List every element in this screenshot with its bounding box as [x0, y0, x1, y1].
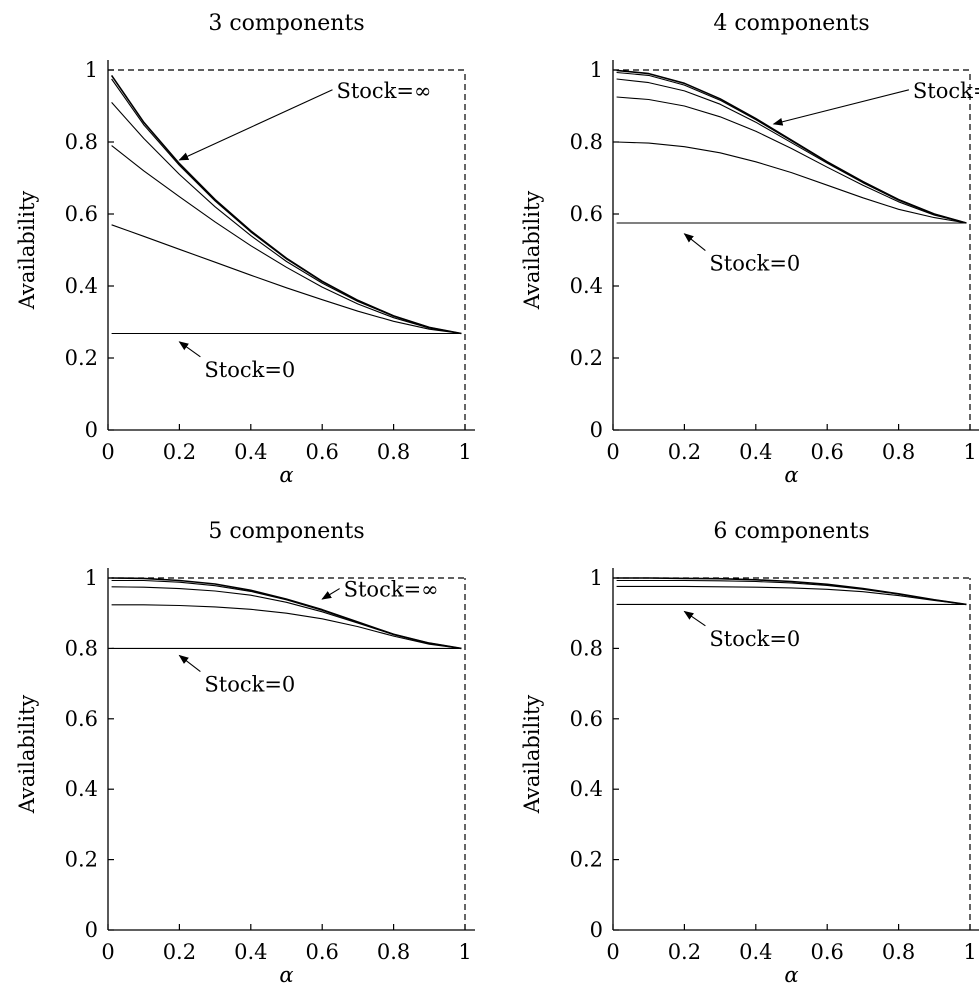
y-tick-label: 0.8 [65, 636, 98, 660]
y-tick-label: 0.2 [570, 346, 603, 370]
y-tick-label: 0 [85, 418, 98, 442]
series-line-2 [111, 78, 462, 335]
x-tick-label: 0 [606, 940, 619, 964]
y-tick-label: 0 [590, 918, 603, 942]
series-line-1 [616, 577, 967, 606]
x-tick-label: 1 [458, 440, 471, 464]
x-tick-label: 0.4 [739, 440, 772, 464]
annotation-label: Stock=0 [204, 673, 295, 697]
y-tick-label: 0.6 [570, 707, 603, 731]
annotation-label: Stock=∞ [336, 79, 431, 103]
x-tick-label: 1 [963, 440, 976, 464]
y-tick-label: 0.4 [570, 274, 603, 298]
y-tick-label: 1 [85, 58, 98, 82]
chart-title: 4 components [713, 11, 869, 36]
annotation-label: Stock=0 [204, 358, 295, 382]
series-line-4 [111, 604, 462, 649]
y-axis-label: Availability [520, 191, 544, 311]
y-axis-label: Availability [520, 695, 544, 815]
annotation-label: Stock=∞ [913, 79, 979, 103]
y-tick-label: 0.8 [570, 130, 603, 154]
y-axis-label: Availability [15, 695, 39, 815]
y-tick-label: 0.6 [65, 202, 98, 226]
x-axis-label: α [279, 963, 293, 987]
series-line-4 [111, 145, 462, 335]
series-line-3 [111, 102, 462, 335]
annotation-arrow [178, 654, 201, 673]
x-tick-label: 0 [606, 440, 619, 464]
x-tick-label: 0.4 [739, 940, 772, 964]
y-tick-label: 0.4 [570, 777, 603, 801]
annotation-arrow [178, 341, 201, 358]
x-tick-label: 0.6 [305, 940, 338, 964]
y-tick-label: 0.8 [570, 636, 603, 660]
annotation-label: Stock=0 [709, 252, 800, 276]
chart-panel-2: 4 components 0 0.2 0.4 0.6 0.8 1 0 0.2 0.4 0.6 0.8 1… [520, 11, 979, 487]
chart-title: 6 components [713, 519, 869, 544]
series-line-5 [616, 141, 967, 224]
chart-title: 3 components [208, 11, 364, 36]
series-line-1 [110, 74, 462, 335]
annotation-arrow [321, 588, 340, 600]
x-tick-label: 0.2 [163, 440, 196, 464]
series-line-5 [111, 224, 462, 335]
y-tick-label: 0.2 [65, 848, 98, 872]
y-axis-label: Availability [15, 191, 39, 311]
x-tick-label: 0.4 [234, 940, 267, 964]
x-tick-label: 0.4 [234, 440, 267, 464]
chart-panel-4: 6 components 0 0.2 0.4 0.6 0.8 1 0 0.2 0.4 0.6 0.8 1… [520, 519, 979, 987]
y-tick-label: 0.4 [65, 274, 98, 298]
x-tick-label: 0.8 [377, 440, 410, 464]
annotation-arrow [683, 610, 706, 627]
annotation-label: Stock=∞ [344, 578, 439, 602]
y-tick-label: 1 [590, 566, 603, 590]
y-tick-label: 1 [85, 566, 98, 590]
x-tick-label: 0.6 [810, 440, 843, 464]
series-line-3 [616, 585, 967, 605]
x-tick-label: 0.2 [668, 440, 701, 464]
x-tick-label: 0.6 [305, 440, 338, 464]
x-tick-label: 1 [963, 940, 976, 964]
x-tick-label: 0 [101, 940, 114, 964]
x-axis-label: α [784, 963, 798, 987]
annotation-arrow [178, 89, 333, 161]
y-tick-label: 0.2 [65, 346, 98, 370]
x-axis-label: α [784, 463, 798, 487]
x-tick-label: 0.6 [810, 940, 843, 964]
series-line-2 [616, 579, 967, 605]
series-line-3 [111, 586, 462, 649]
x-tick-label: 0.2 [163, 940, 196, 964]
series-line-3 [616, 78, 967, 224]
y-tick-label: 0.2 [570, 848, 603, 872]
series-line-4 [616, 96, 967, 224]
x-tick-label: 0.8 [882, 440, 915, 464]
x-tick-label: 0.2 [668, 940, 701, 964]
x-tick-label: 0 [101, 440, 114, 464]
y-tick-label: 0.4 [65, 777, 98, 801]
y-tick-label: 0.8 [65, 130, 98, 154]
annotation-label: Stock=0 [709, 627, 800, 651]
x-tick-label: 1 [458, 940, 471, 964]
y-tick-label: 0.6 [570, 202, 603, 226]
x-tick-label: 0.8 [377, 940, 410, 964]
x-axis-label: α [279, 463, 293, 487]
annotation-arrow [683, 233, 706, 252]
series-line-2 [616, 71, 967, 224]
y-tick-label: 0.6 [65, 707, 98, 731]
y-tick-label: 0 [590, 418, 603, 442]
chart-panel-3: 5 components 0 0.2 0.4 0.6 0.8 1 0 0.2 0.4 0.6 0.8 1… [15, 519, 475, 987]
y-tick-label: 0 [85, 918, 98, 942]
y-tick-label: 1 [590, 58, 603, 82]
annotation-arrow [772, 89, 910, 126]
x-tick-label: 0.8 [882, 940, 915, 964]
chart-title: 5 components [208, 519, 364, 544]
chart-panel-1: 3 components 0 0.2 0.4 0.6 0.8 1 0 0.2 0.4 0.6 0.8 1… [15, 11, 475, 487]
